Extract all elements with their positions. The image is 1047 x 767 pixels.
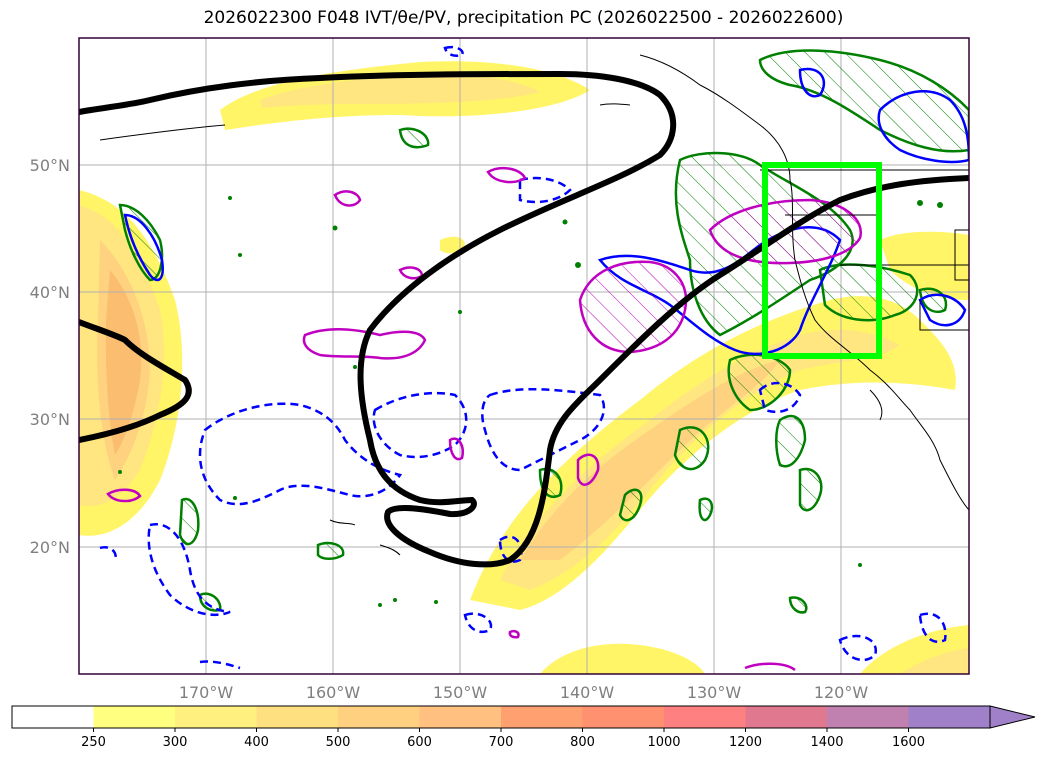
colorbar-segment xyxy=(827,706,909,728)
colorbar-segment xyxy=(908,706,991,728)
theta-contours xyxy=(79,70,969,568)
map-title: 2026022300 F048 IVT/θe/PV, precipitation… xyxy=(203,8,844,28)
lon-labels: 170°W 160°W 150°W 140°W 130°W 120°W xyxy=(179,683,869,702)
lat-label: 40°N xyxy=(30,283,70,302)
colorbar-extend-arrow xyxy=(989,705,1036,729)
colorbar-segment xyxy=(501,706,583,728)
colorbar: 250 300 400 500 600 700 800 1000 1200 1400 1600 xyxy=(11,705,1036,750)
highlight-box xyxy=(762,162,882,359)
colorbar-segment xyxy=(419,706,502,728)
colorbar-segment xyxy=(338,706,420,728)
colorbar-tick-label: 1600 xyxy=(892,735,925,750)
colorbar-tick-label: 1000 xyxy=(647,735,680,750)
lon-label: 140°W xyxy=(560,683,615,702)
colorbar-segment xyxy=(93,706,176,728)
precip-contours xyxy=(118,49,969,614)
colorbar-segment xyxy=(256,706,339,728)
colorbar-segment xyxy=(745,706,828,728)
colorbar-tick-label: 300 xyxy=(163,735,188,750)
precip-dots xyxy=(118,196,943,607)
colorbar-tick-label: 500 xyxy=(326,735,351,750)
map-frame xyxy=(78,37,970,675)
lon-label: 130°W xyxy=(687,683,742,702)
coastlines xyxy=(99,54,969,556)
colorbar-tick-label: 1400 xyxy=(810,735,843,750)
pv-contours-dashed xyxy=(99,45,947,670)
lat-labels: 50°N 40°N 30°N 20°N xyxy=(30,156,70,557)
lat-label: 50°N xyxy=(30,156,70,175)
colorbar-segment xyxy=(175,706,257,728)
lon-label: 160°W xyxy=(306,683,361,702)
colorbar-segment xyxy=(664,706,746,728)
colorbar-segment xyxy=(12,706,94,728)
colorbar-tick-label: 250 xyxy=(81,735,106,750)
lon-label: 170°W xyxy=(179,683,234,702)
colorbar-segment xyxy=(582,706,665,728)
colorbar-tick-label: 1200 xyxy=(729,735,762,750)
colorbar-tick-label: 600 xyxy=(407,735,432,750)
lat-label: 20°N xyxy=(30,538,70,557)
lon-label: 150°W xyxy=(433,683,488,702)
colorbar-tick-label: 400 xyxy=(244,735,269,750)
lon-label: 120°W xyxy=(814,683,869,702)
colorbar-tick-label: 700 xyxy=(489,735,514,750)
colorbar-tick-label: 800 xyxy=(570,735,595,750)
lat-label: 30°N xyxy=(30,410,70,429)
